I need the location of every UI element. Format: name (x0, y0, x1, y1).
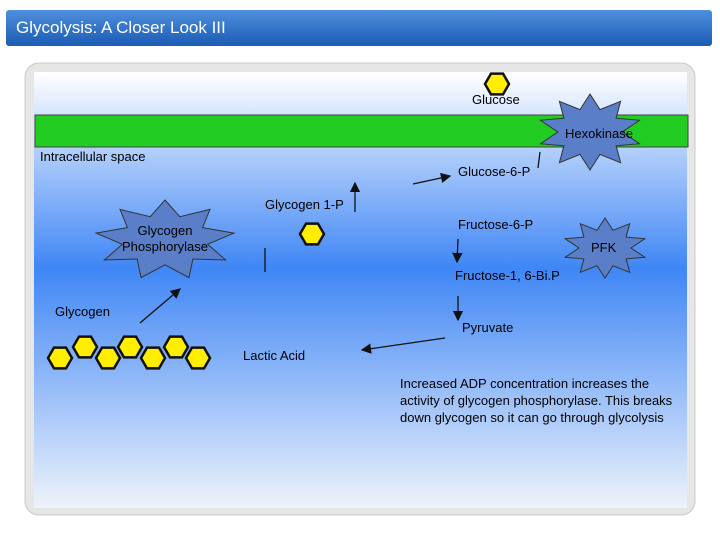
sugar-hexagon (71, 335, 99, 359)
label: Intracellular space (40, 149, 146, 164)
sugar-hexagon (298, 222, 326, 246)
enzyme-shape (539, 93, 641, 171)
sugar-hexagon (162, 335, 190, 359)
label: Glucose (472, 92, 520, 107)
label: Glycogen Phosphorylase (122, 223, 208, 254)
sugar-hexagon (116, 335, 144, 359)
label: Glycogen 1-P (265, 197, 344, 212)
slide-title: Glycolysis: A Closer Look III (6, 10, 712, 46)
sugar-hexagon (46, 346, 74, 370)
enzyme-label: Glycogen Phosphorylase (122, 223, 208, 254)
label: Lactic Acid (243, 348, 305, 363)
enzyme-shape (563, 217, 647, 279)
arrow (412, 172, 452, 185)
arrow (537, 151, 541, 169)
arrow (139, 288, 181, 324)
label: PFK (591, 240, 617, 255)
arrow (360, 337, 446, 354)
label: Glucose-6-P (458, 164, 530, 179)
sugar-hexagon (139, 346, 167, 370)
sugar-hexagon (94, 346, 122, 370)
enzyme-shape (94, 199, 236, 279)
label: Hexokinase (565, 126, 633, 141)
sugar-hexagon (184, 346, 212, 370)
label: Glycogen (55, 304, 110, 319)
label: Pyruvate (462, 320, 513, 335)
label: Fructose-1, 6-Bi.P (455, 268, 560, 283)
sugar-hexagon (483, 72, 511, 96)
label: Fructose-6-P (458, 217, 533, 232)
note: Increased ADP concentration increases th… (400, 376, 673, 425)
arrow (452, 238, 463, 264)
